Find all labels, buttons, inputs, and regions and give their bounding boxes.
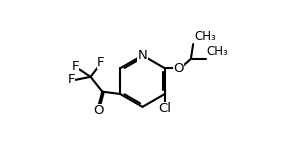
Text: Cl: Cl: [158, 102, 171, 115]
Text: F: F: [68, 73, 75, 86]
Text: CH₃: CH₃: [194, 30, 216, 43]
Text: F: F: [72, 60, 80, 73]
Text: O: O: [93, 104, 104, 117]
Text: F: F: [97, 56, 104, 69]
Text: N: N: [138, 49, 147, 62]
Text: CH₃: CH₃: [206, 45, 228, 58]
Text: O: O: [173, 62, 184, 75]
